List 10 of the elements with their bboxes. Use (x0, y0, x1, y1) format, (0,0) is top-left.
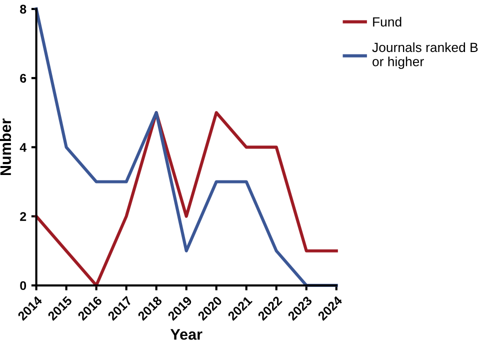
x-axis-title: Year (170, 329, 202, 340)
y-tick-label: 6 (20, 74, 26, 83)
legend-label: Fund (373, 16, 402, 27)
y-tick-label: 8 (20, 4, 26, 14)
y-axis-title: Number (0, 118, 12, 176)
line-series (34, 7, 338, 287)
y-tick-label: 0 (20, 281, 26, 290)
y-tick-label: 4 (20, 143, 27, 152)
legend-label: Journals ranked B or higher (372, 42, 478, 69)
y-tick-label: 2 (20, 212, 26, 221)
